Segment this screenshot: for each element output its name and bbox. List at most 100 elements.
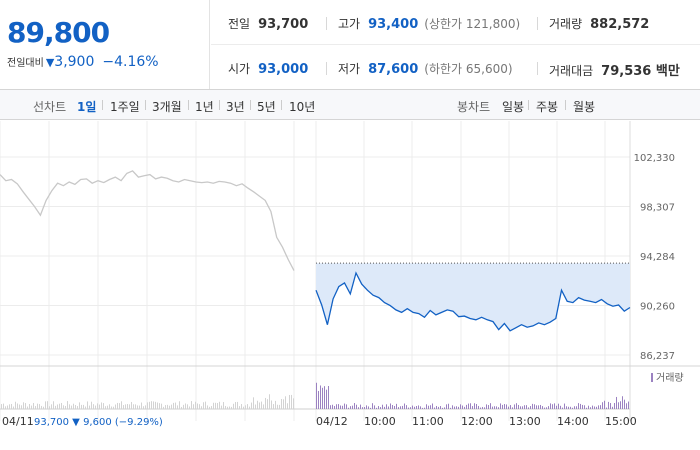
volume-bar [428, 405, 429, 409]
volume-bar [542, 406, 543, 409]
volume-bar [438, 406, 439, 409]
prev-day-volume-bar [141, 402, 142, 409]
tab-daily-candle[interactable]: 일봉 [502, 100, 525, 114]
volume-bar [344, 403, 345, 409]
prev-day-volume-bar [173, 402, 174, 409]
prev-day-volume-bar [277, 404, 278, 409]
tab-1-day[interactable]: 1일 [77, 100, 97, 114]
prev-day-volume-bar [233, 403, 234, 409]
volume-bar [488, 405, 489, 409]
volume-bar [356, 404, 357, 409]
volume-bar [418, 405, 419, 409]
volume-bar [474, 403, 475, 409]
x-tick-label: 12:00 [461, 415, 493, 428]
tab-monthly-candle[interactable]: 월봉 [573, 100, 596, 114]
volume-bar [530, 406, 531, 409]
prev-day-volume-bar [127, 404, 128, 409]
prev-day-volume-bar [291, 394, 292, 409]
prev-day-volume-bar [113, 406, 114, 409]
tab-1-year[interactable]: 1년 [195, 100, 214, 114]
tab-10-years[interactable]: 10년 [289, 100, 316, 114]
prev-day-volume-bar [73, 403, 74, 409]
volume-bar [522, 406, 523, 409]
volume-bar [446, 404, 447, 409]
prev-day-volume-bar [247, 404, 248, 409]
price-line [315, 271, 631, 332]
tab-weekly-candle[interactable]: 주봉 [536, 100, 559, 114]
prev-day-volume-bar [41, 405, 42, 409]
volume-bar [388, 406, 389, 409]
volume-bar [494, 406, 495, 409]
volume-bar [414, 406, 415, 409]
price-summary-panel: 89,800 전일대비 ▼ 3,900 −4.16% 전일 93,700 고가 … [0, 0, 700, 90]
prev-day-volume-bar [139, 405, 140, 409]
prev-day-volume-bar [89, 405, 90, 409]
volume-bar [382, 404, 383, 409]
tab-5-years[interactable]: 5년 [257, 100, 276, 114]
volume-bar [570, 406, 571, 409]
down-arrow-icon: ▼ [45, 56, 55, 69]
volume-bar [322, 387, 323, 409]
prev-day-volume-bar [117, 402, 118, 409]
prev-day-volume-bar [253, 397, 254, 409]
prev-day-volume-bar [229, 406, 230, 409]
prev-day-volume-bar [21, 405, 22, 409]
prev-day-volume-bar [257, 400, 258, 409]
x-tick-label: 10:00 [364, 415, 396, 428]
low-label: 저가 [338, 62, 361, 76]
prev-day-volume-bar [259, 402, 260, 409]
volume-bar [490, 403, 491, 409]
volume-bar [578, 403, 579, 409]
prev-day-volume-bar [203, 402, 204, 409]
volume-bar [422, 407, 423, 409]
volume-bar [498, 407, 499, 409]
prev-day-volume-bar [125, 404, 126, 409]
prev-day-volume-bar [85, 406, 86, 409]
prev-day-volume-bar [75, 405, 76, 409]
prev-day-volume-bar [227, 406, 228, 409]
prev-day-volume-bar [163, 406, 164, 409]
volume-bar [472, 406, 473, 409]
tab-1-week[interactable]: 1주일 [110, 100, 140, 114]
volume-bar [510, 405, 511, 409]
tab-3-months[interactable]: 3개월 [152, 100, 182, 114]
prev-day-volume-bar [149, 401, 150, 409]
prev-day-volume-bar [23, 402, 24, 409]
volume-bar [464, 406, 465, 409]
volume-bar [368, 406, 369, 409]
volume-bar [596, 406, 597, 409]
prev-day-volume-bar [45, 401, 46, 409]
prev-day-volume-bar [47, 401, 48, 409]
volume-bar [532, 403, 533, 409]
volume-bar [512, 407, 513, 409]
prev-day-volume-bar [191, 401, 192, 409]
volume-bar [420, 406, 421, 409]
tab-divider [188, 100, 189, 110]
volume-bar [612, 406, 613, 409]
tab-divider [565, 100, 566, 110]
line-chart-label: 선차트 [33, 100, 67, 114]
volume-legend-swatch [651, 373, 653, 382]
prev-day-volume-bar [285, 396, 286, 409]
prev-day-volume-bar [243, 406, 244, 409]
prev-close-stat: 전일 93,700 [228, 15, 308, 32]
divider [326, 17, 327, 30]
volume-bar [496, 406, 497, 409]
volume-bar [508, 406, 509, 409]
volume-bar [524, 405, 525, 409]
prev-day-volume-bar [281, 399, 282, 409]
volume-bar [546, 407, 547, 409]
volume-bar [350, 406, 351, 409]
tab-3-years[interactable]: 3년 [226, 100, 245, 114]
volume-bar [582, 404, 583, 409]
volume-bar [412, 405, 413, 409]
prev-day-volume-bar [107, 405, 108, 409]
prev-day-volume-bar [95, 405, 96, 409]
prev-day-volume-bar [193, 404, 194, 409]
volume-bar [492, 406, 493, 409]
volume-bar [504, 404, 505, 409]
volume-bar [450, 407, 451, 409]
prev-day-volume-bar [29, 404, 30, 409]
prev-day-note: 93,700 ▼ 9,600 (−9.29%) [34, 417, 163, 428]
volume-bar [536, 405, 537, 409]
